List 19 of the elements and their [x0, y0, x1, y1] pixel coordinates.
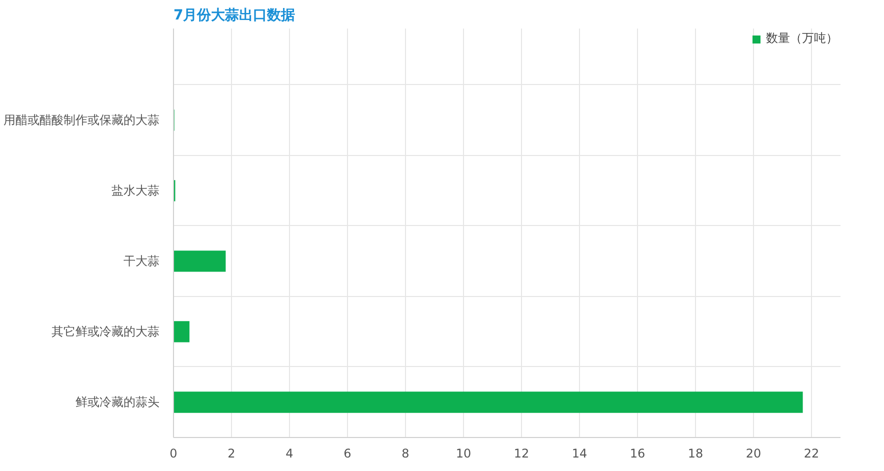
- x-tick-label: 22: [804, 446, 820, 460]
- y-tick-label: 干大蒜: [124, 254, 160, 268]
- x-tick-label: 4: [286, 446, 294, 460]
- x-tick-label: 0: [170, 446, 178, 460]
- x-tick-label: 16: [630, 446, 646, 460]
- x-tick-label: 2: [228, 446, 236, 460]
- x-tick-label: 12: [514, 446, 530, 460]
- y-tick-label: 其它鲜或冷藏的大蒜: [52, 324, 160, 339]
- chart-title: 7月份大蒜出口数据: [174, 8, 296, 24]
- x-tick-label: 10: [456, 446, 472, 460]
- y-tick-label: 鲜或冷藏的蒜头: [76, 395, 160, 410]
- y-tick-label: 盐水大蒜: [112, 184, 160, 198]
- x-tick-label: 20: [746, 446, 762, 460]
- x-tick-label: 18: [688, 446, 704, 460]
- y-tick-label: 用醋或醋酸制作或保藏的大蒜: [4, 113, 160, 128]
- legend-label: 数量（万吨）: [766, 30, 838, 47]
- x-tick-label: 14: [572, 446, 588, 460]
- x-tick-label: 6: [344, 446, 352, 460]
- x-tick-label: 8: [402, 446, 410, 460]
